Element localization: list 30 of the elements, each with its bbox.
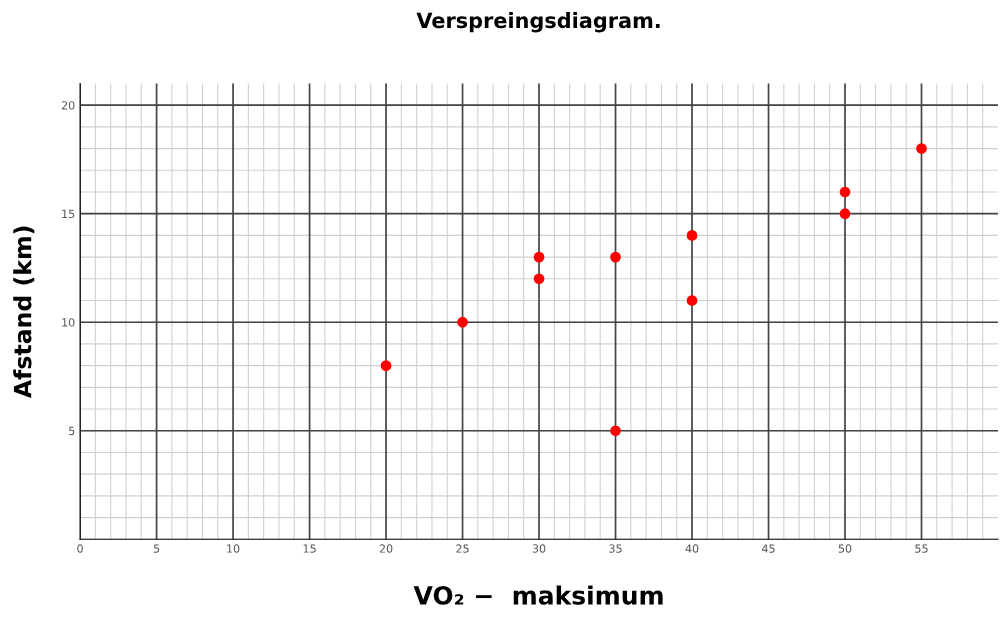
x-tick-label: 45 <box>761 544 775 553</box>
x-tick-label: 20 <box>379 544 393 553</box>
point <box>380 360 392 371</box>
point <box>533 251 545 263</box>
x-tick-label: 55 <box>915 544 928 553</box>
point <box>610 425 621 437</box>
x-tick-label: 0 <box>77 544 83 553</box>
x-tick-label: 5 <box>153 544 160 553</box>
chart-title: Verspreingsdiagram. <box>416 12 660 33</box>
x-tick-label: 25 <box>456 544 469 553</box>
y-tick-label: 10 <box>62 318 75 327</box>
x-axis-title: VO₂ − maksimum <box>413 585 663 605</box>
point <box>533 273 545 285</box>
x-tick-label: 40 <box>685 544 699 553</box>
y-tick-label: 15 <box>62 209 75 219</box>
point <box>916 143 927 154</box>
y-axis-title: Afstand (km) <box>13 226 35 399</box>
point <box>686 230 698 241</box>
x-tick-label: 10 <box>227 544 240 553</box>
x-tick-label: 15 <box>303 544 316 553</box>
point <box>457 316 468 328</box>
x-tick-label: 35 <box>609 544 622 553</box>
point <box>839 208 851 220</box>
point <box>610 251 621 263</box>
y-tick-label: 5 <box>69 426 75 436</box>
x-tick-label: 30 <box>532 544 546 553</box>
x-tick-label: 50 <box>838 544 852 553</box>
point <box>839 186 851 198</box>
point <box>686 295 698 306</box>
y-tick-label: 20 <box>61 101 75 110</box>
